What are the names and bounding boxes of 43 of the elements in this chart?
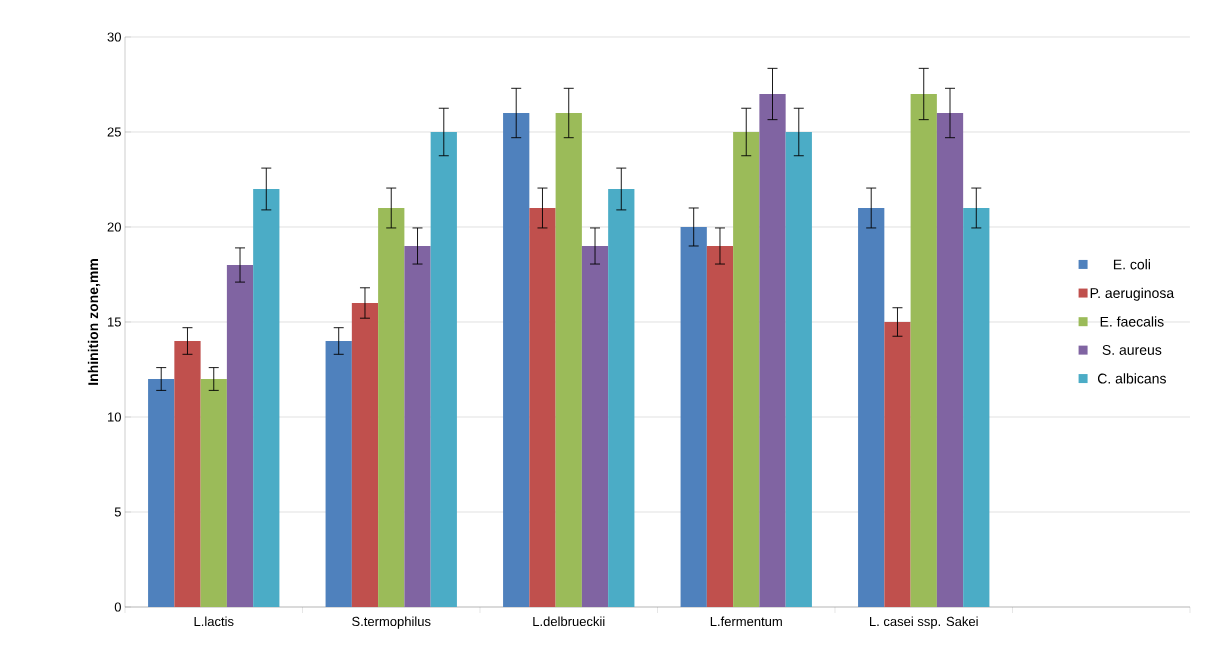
bar xyxy=(148,379,175,607)
bar xyxy=(253,189,280,607)
x-tick-label: L.fermentum xyxy=(710,616,782,627)
y-tick-label: 0 xyxy=(114,602,121,612)
bar xyxy=(404,246,431,607)
x-tick-label: L. casei ssp. Sakei xyxy=(870,616,978,629)
legend-label: S. aureus xyxy=(1102,344,1162,355)
bar xyxy=(503,113,530,607)
bar xyxy=(759,94,786,607)
bar xyxy=(226,265,254,607)
y-tick-label: 5 xyxy=(114,507,121,517)
y-tick-label: 30 xyxy=(107,32,121,42)
bar xyxy=(325,341,352,607)
y-axis-title: Inhinition zone,mm xyxy=(87,259,101,385)
bar xyxy=(733,132,760,607)
bar xyxy=(706,246,734,607)
bar xyxy=(910,94,937,607)
bar xyxy=(529,208,556,607)
bar xyxy=(200,379,227,607)
bar xyxy=(608,189,635,607)
legend-label: C. albicans xyxy=(1097,373,1166,384)
bar xyxy=(378,208,405,607)
bar xyxy=(858,208,885,607)
legend-label: E. coli xyxy=(1113,259,1150,270)
x-tick-label: L.lactis xyxy=(194,616,234,627)
x-tick-label: S.termophilus xyxy=(352,616,431,629)
y-tick-label: 20 xyxy=(107,222,121,232)
bar xyxy=(680,227,707,607)
bar xyxy=(581,246,609,607)
bar xyxy=(936,113,964,607)
x-tick-label: L.delbrueckii xyxy=(533,616,605,627)
legend-label: P. aeruginosa xyxy=(1090,287,1175,301)
bar xyxy=(785,132,812,607)
legend-label: E. faecalis xyxy=(1100,316,1164,327)
bar xyxy=(351,303,379,607)
y-tick-label: 25 xyxy=(107,127,121,137)
bar xyxy=(555,113,582,607)
y-tick-label: 10 xyxy=(108,412,121,422)
y-tick-label: 15 xyxy=(108,317,121,327)
bar xyxy=(884,322,911,607)
bar xyxy=(963,208,990,607)
bar xyxy=(174,341,201,607)
bar xyxy=(430,132,457,607)
